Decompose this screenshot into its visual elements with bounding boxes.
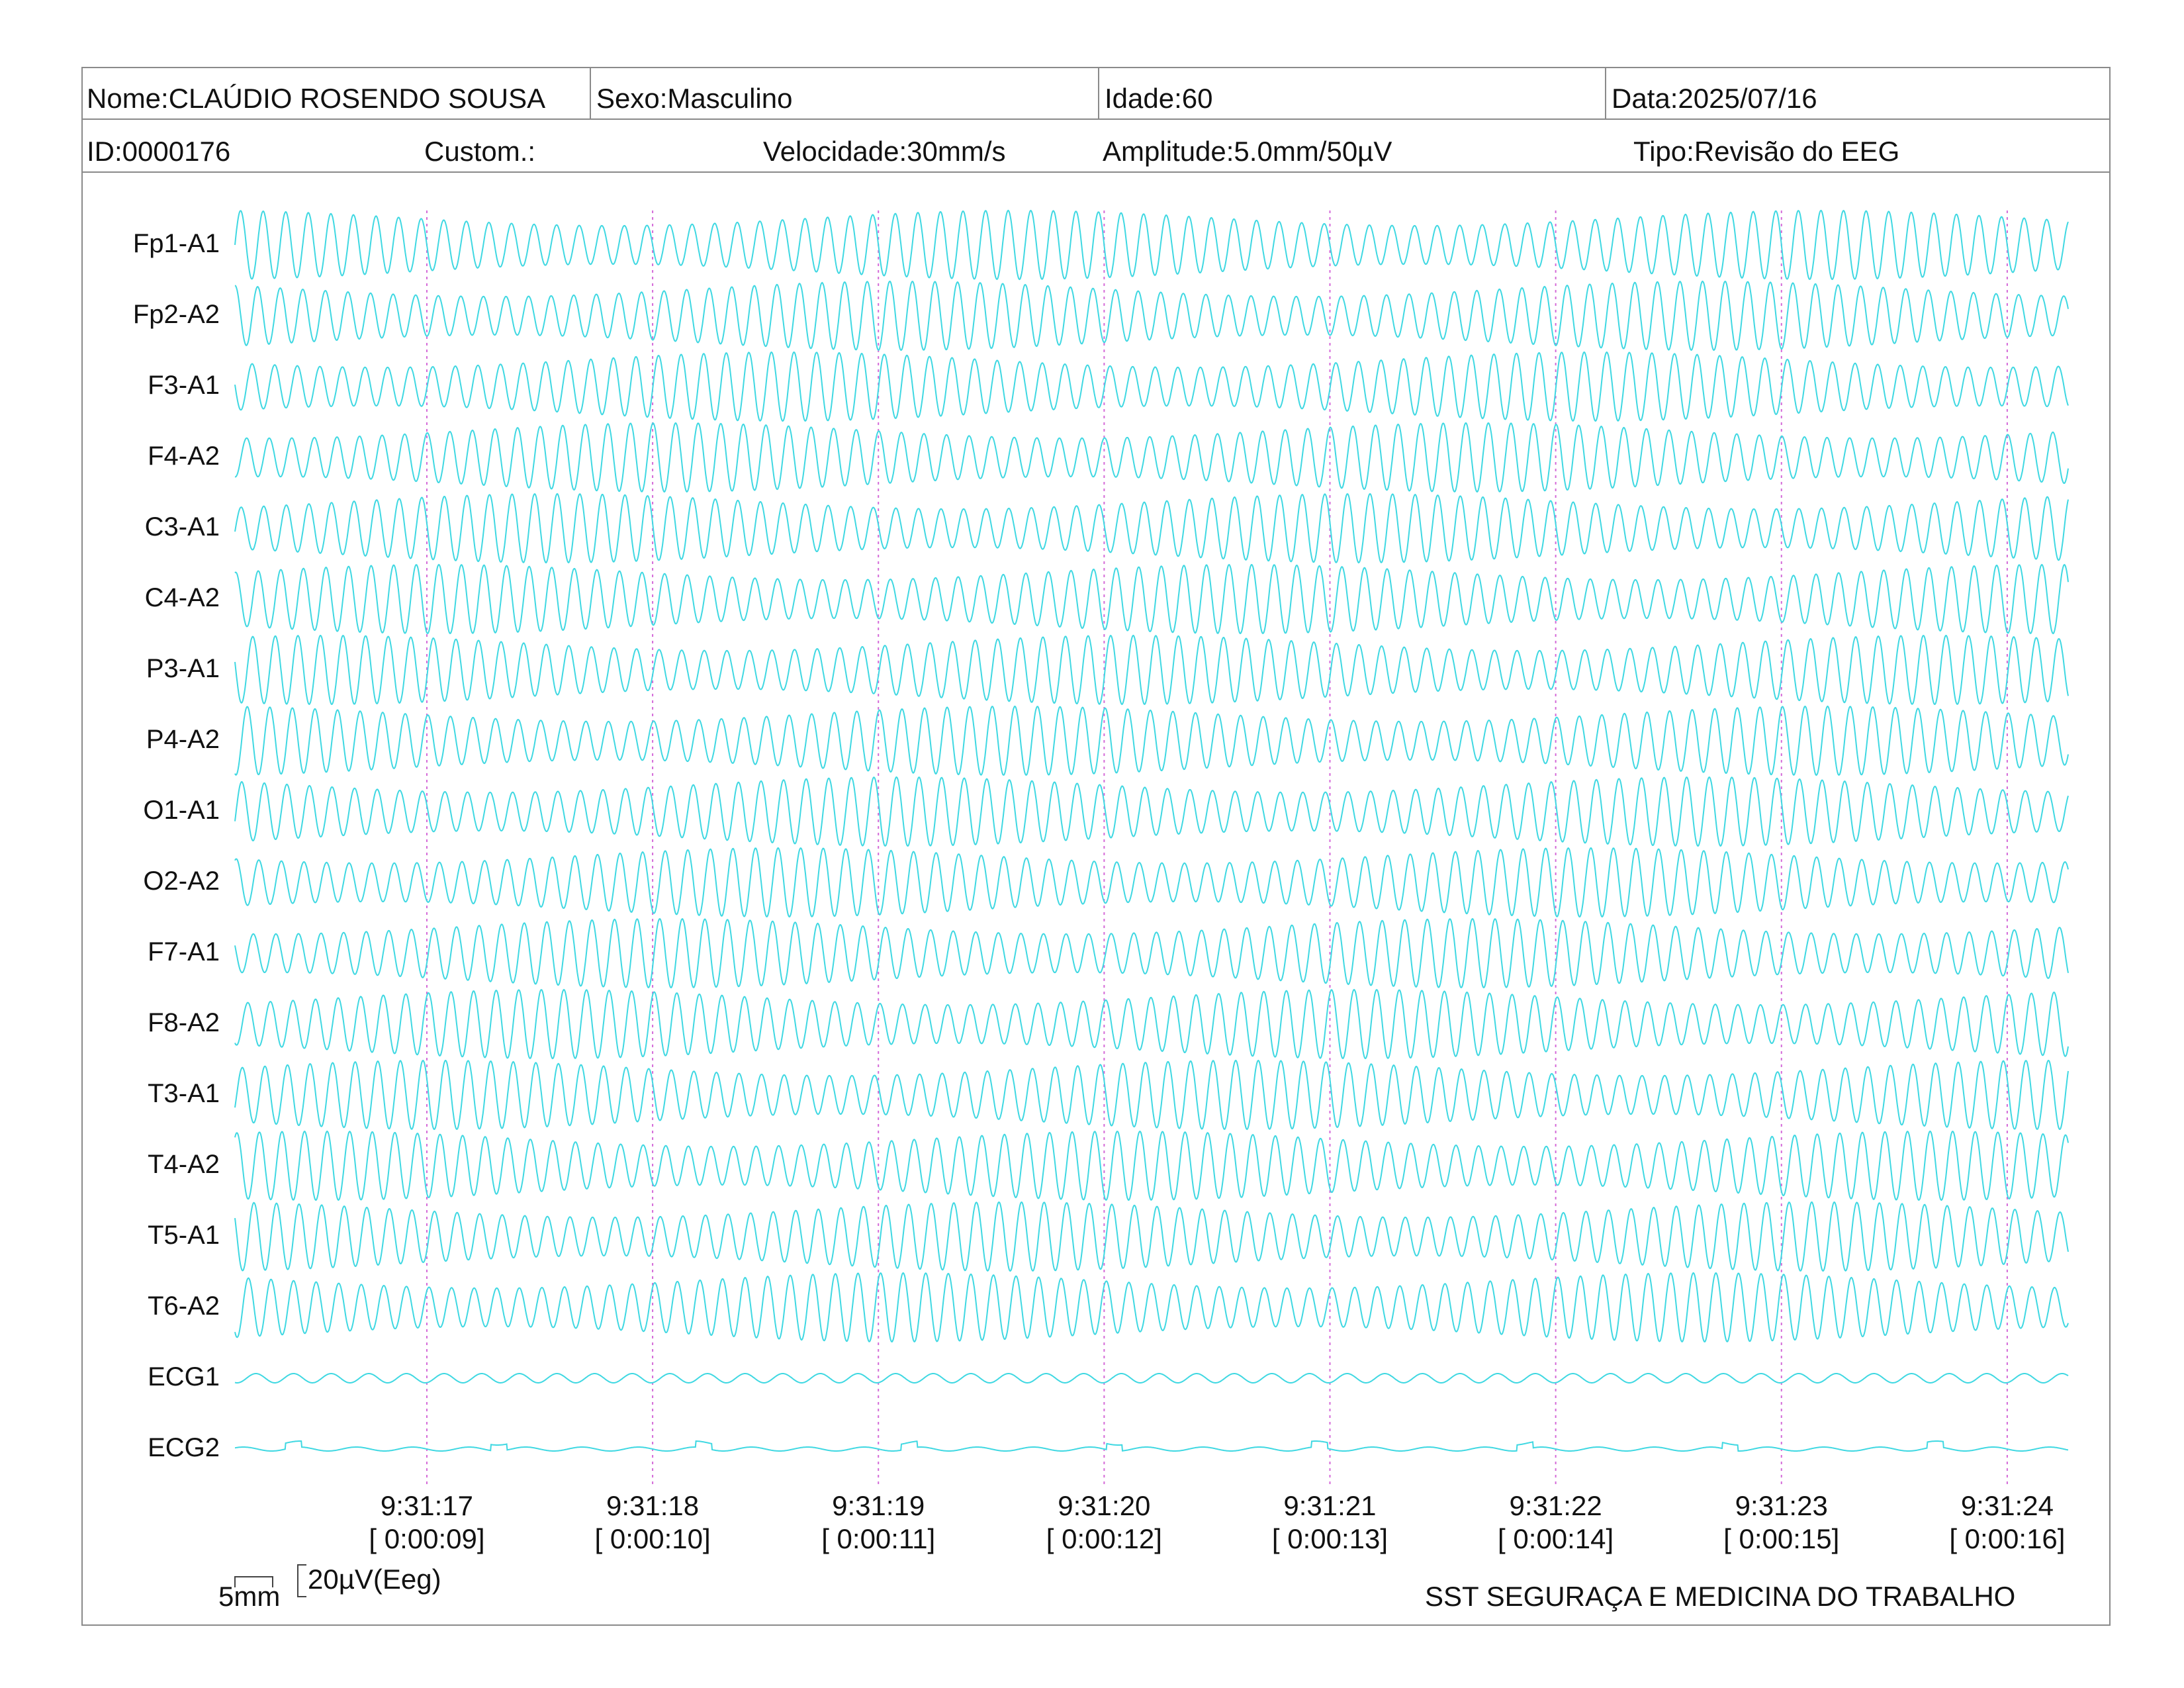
channel-label: T6-A2 [148,1291,220,1321]
trace-ecg1 [234,1373,2069,1383]
trace-c4-a2 [234,563,2069,635]
time-marker-elapsed: [ 0:00:13] [1271,1523,1388,1554]
trace-p4-a2 [234,705,2069,776]
trace-t5-a1 [234,1201,2069,1272]
header-row-recording: ID:0000176 Custom.: Velocidade:30mm/s Am… [81,120,2111,173]
trace-t3-a1 [234,1059,2069,1131]
time-marker-clock: 9:31:24 [1960,1490,2054,1521]
time-marker-label: 9:31:24[ 0:00:16] [1928,1489,2087,1556]
channel-label: P3-A1 [146,654,220,683]
amplitude-setting: Amplitude:5.0mm/50µV [1103,136,1392,167]
time-marker-label: 9:31:17[ 0:00:09] [347,1489,506,1556]
trace-f7-a1 [234,917,2069,989]
exam-date: Data:2025/07/16 [1605,67,2111,118]
time-marker-clock: 9:31:21 [1283,1490,1377,1521]
time-marker-label: 9:31:22[ 0:00:14] [1477,1489,1635,1556]
channel-label: ECG2 [148,1433,220,1462]
time-marker-elapsed: [ 0:00:14] [1498,1523,1614,1554]
time-marker-label: 9:31:23[ 0:00:15] [1702,1489,1861,1556]
trace-f3-a1 [234,351,2069,422]
channel-label: Fp1-A1 [132,229,220,258]
trace-o1-a1 [234,776,2069,847]
channel-label: C4-A2 [144,583,220,612]
time-marker-clock: 9:31:22 [1509,1490,1602,1521]
scale-horizontal-label: 5mm [218,1581,281,1612]
time-marker-clock: 9:31:23 [1735,1490,1828,1521]
custom-field: Custom.: [424,136,536,167]
trace-c3-a1 [234,492,2069,564]
time-marker-elapsed: [ 0:00:10] [594,1523,711,1554]
trace-fp2-a2 [234,280,2069,352]
channel-label: C3-A1 [144,512,220,541]
report-frame [81,67,2111,1626]
time-marker-clock: 9:31:20 [1058,1490,1151,1521]
channel-label: ECG1 [148,1362,220,1391]
channel-label: O2-A2 [143,867,220,896]
patient-sex: Sexo:Masculino [590,67,1098,118]
trace-p3-a1 [234,634,2069,706]
trace-t6-a2 [234,1272,2069,1343]
patient-id: ID:0000176 [87,136,231,167]
channel-label: T4-A2 [148,1150,220,1179]
time-marker-label: 9:31:19[ 0:00:11] [799,1489,958,1556]
time-marker-elapsed: [ 0:00:11] [821,1523,936,1554]
channel-label: F4-A2 [148,442,220,471]
channel-label: P4-A2 [146,725,220,754]
trace-ecg2 [234,1440,2069,1452]
channel-label: F3-A1 [148,371,220,400]
time-marker-label: 9:31:20[ 0:00:12] [1024,1489,1183,1556]
patient-name: Nome:CLAÚDIO ROSENDO SOUSA [87,83,546,114]
trace-t4-a2 [234,1130,2069,1201]
time-marker-label: 9:31:21[ 0:00:13] [1250,1489,1409,1556]
channel-label: T5-A1 [148,1221,220,1250]
trace-fp1-a1 [234,209,2069,281]
trace-f4-a2 [234,422,2069,493]
time-marker-clock: 9:31:17 [380,1490,474,1521]
footer-clinic-name: SST SEGURAÇA E MEDICINA DO TRABALHO [1425,1581,2016,1612]
channel-label: Fp2-A2 [132,300,220,329]
time-marker-elapsed: [ 0:00:15] [1723,1523,1840,1554]
scale-vertical-label: 20µV(Eeg) [308,1564,441,1595]
time-marker-clock: 9:31:19 [832,1490,925,1521]
trace-f8-a2 [234,988,2069,1060]
time-marker-label: 9:31:18[ 0:00:10] [573,1489,732,1556]
time-marker-elapsed: [ 0:00:09] [369,1523,485,1554]
time-marker-clock: 9:31:18 [606,1490,700,1521]
channel-label: F7-A1 [148,937,220,966]
channel-label: O1-A1 [143,796,220,825]
trace-o2-a2 [234,847,2069,918]
speed-setting: Velocidade:30mm/s [763,136,1006,167]
patient-age: Idade:60 [1098,67,1605,118]
header-row-patient: Nome:CLAÚDIO ROSENDO SOUSA Sexo:Masculin… [81,67,2111,120]
time-marker-elapsed: [ 0:00:12] [1046,1523,1162,1554]
exam-type: Tipo:Revisão do EEG [1633,136,1900,167]
channel-label: F8-A2 [148,1008,220,1037]
channel-label: T3-A1 [148,1079,220,1108]
time-marker-elapsed: [ 0:00:16] [1949,1523,2066,1554]
